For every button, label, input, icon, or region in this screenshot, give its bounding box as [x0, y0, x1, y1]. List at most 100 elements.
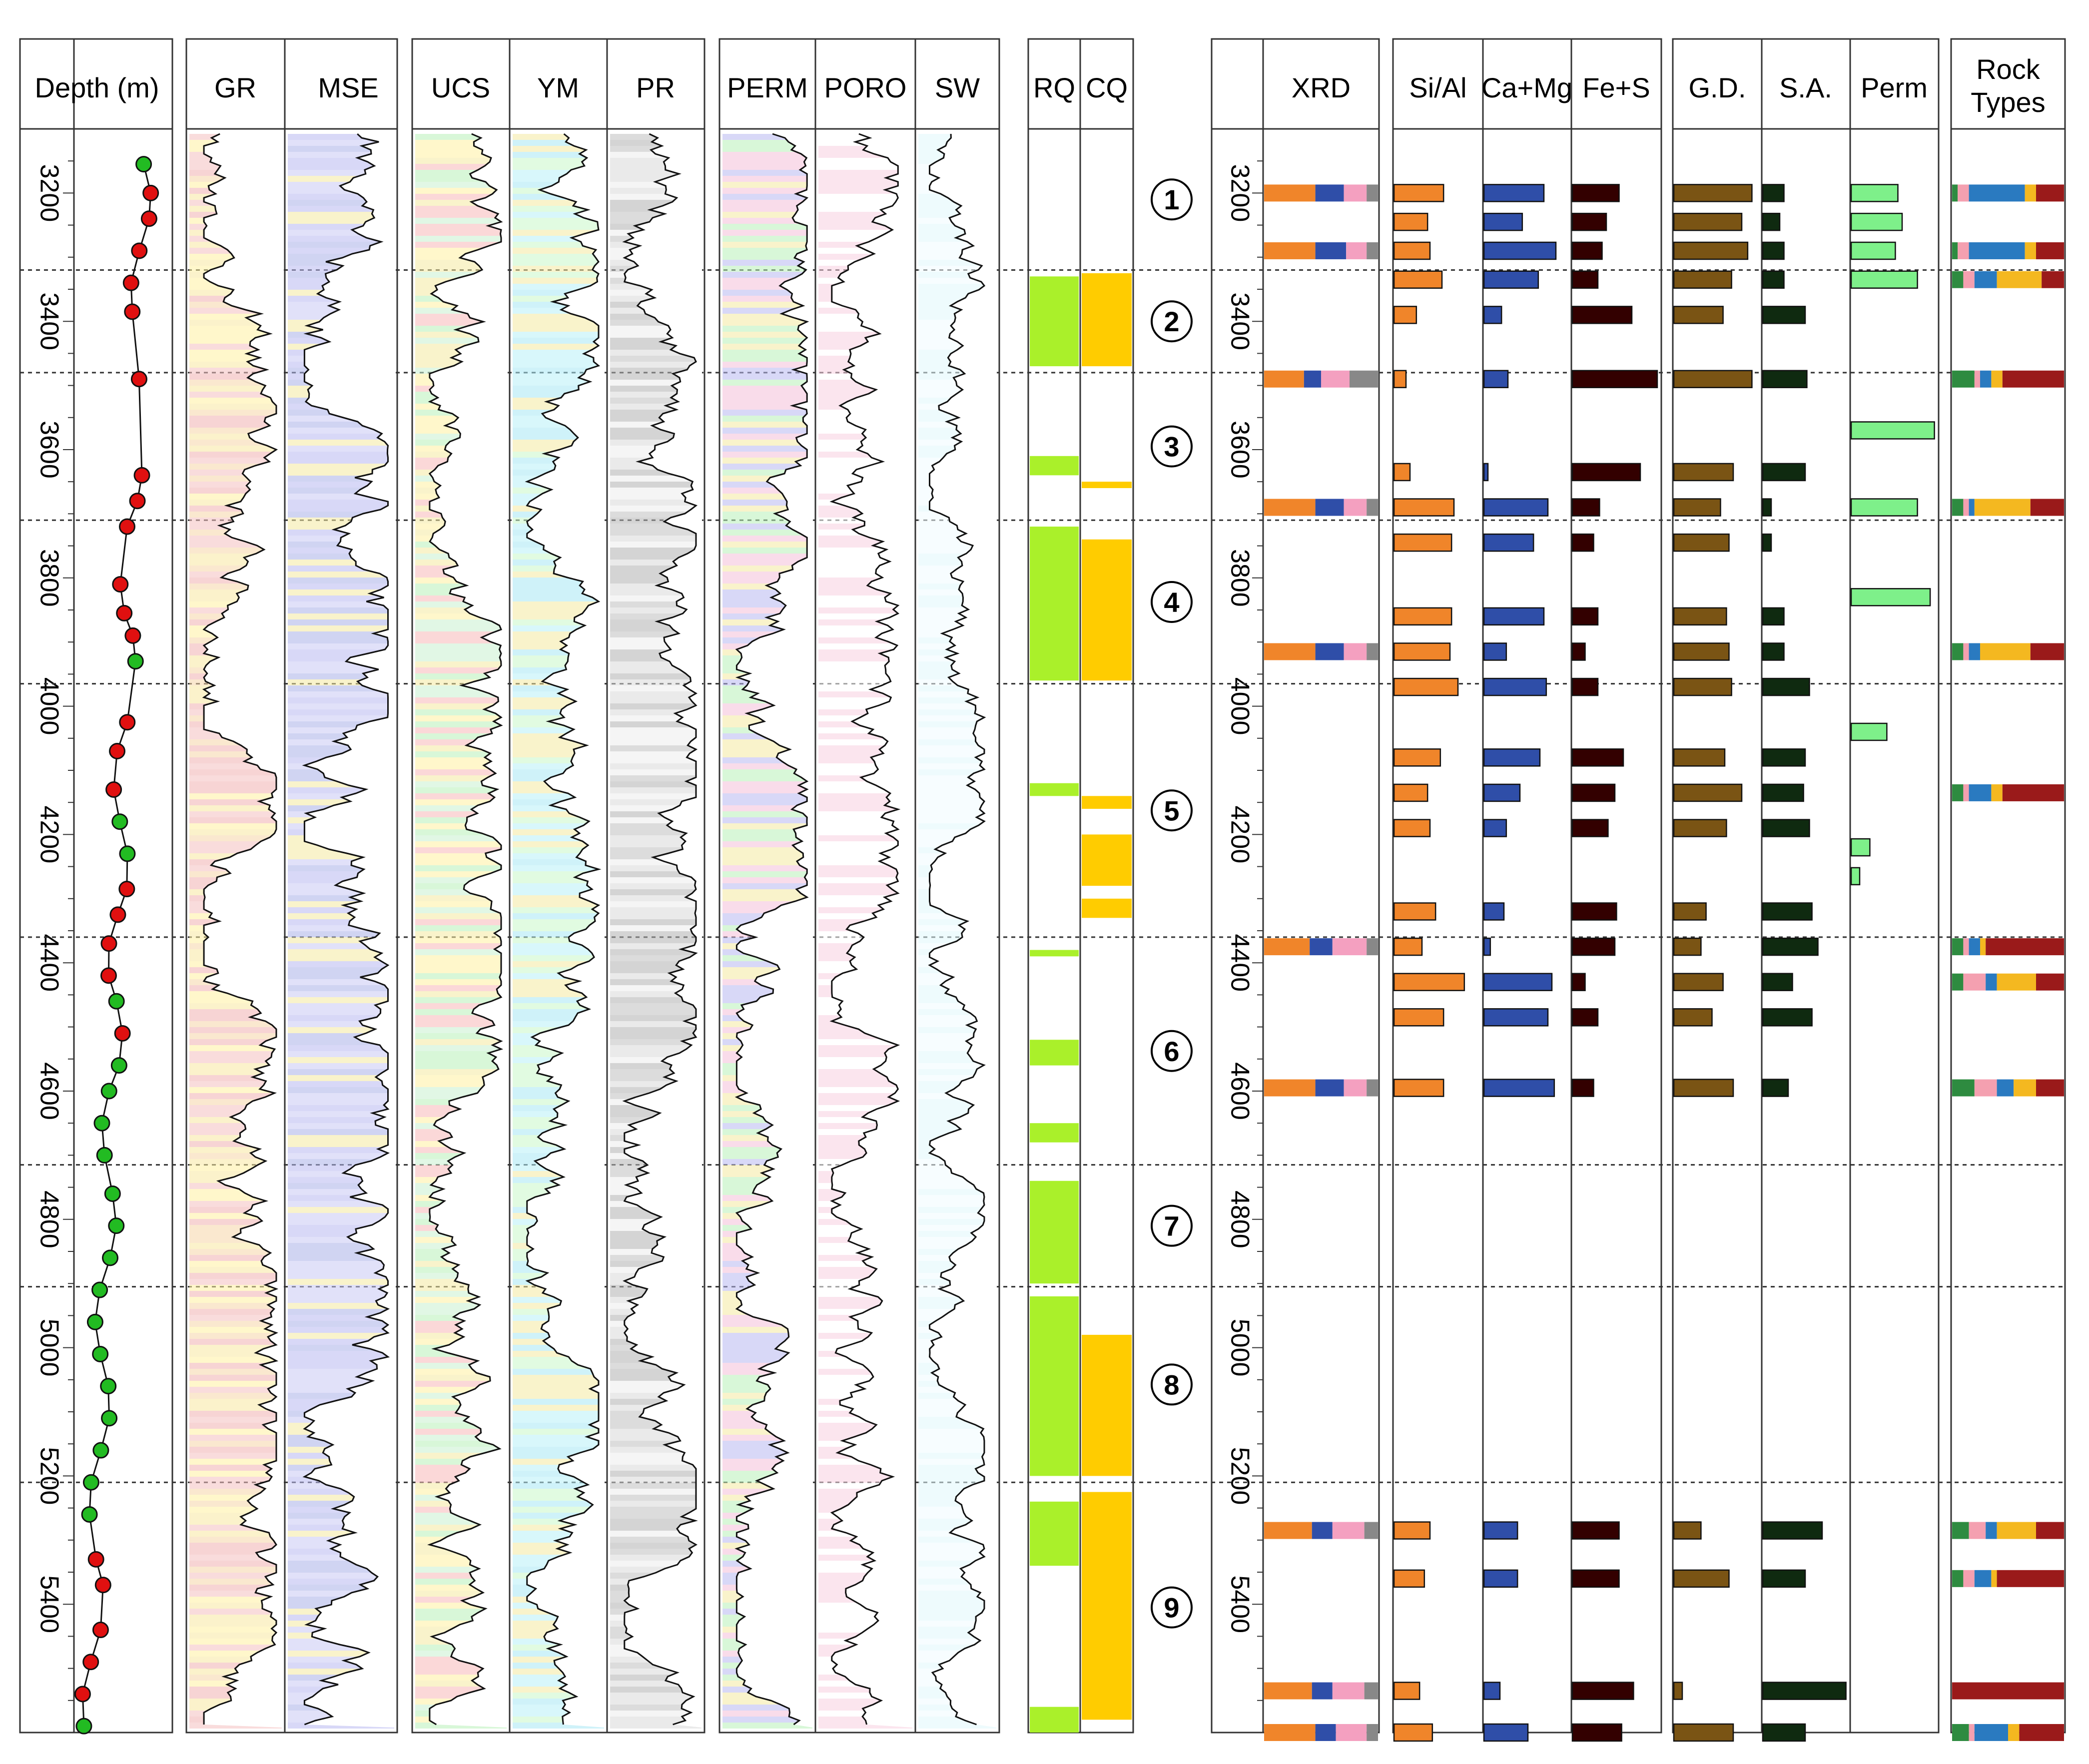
pr-band [610, 548, 701, 554]
cq-flag [1082, 273, 1132, 367]
perm-log-band [722, 248, 812, 254]
ucs-band [415, 242, 507, 248]
gd-bar [1673, 642, 1730, 661]
rock-type-bar-segment [2014, 1079, 2036, 1097]
si-al-bar [1393, 184, 1444, 202]
depth-sample-point [104, 1185, 121, 1202]
ca-mg-bar [1483, 498, 1549, 517]
ym-band [513, 607, 604, 613]
depth-sample-point [111, 813, 128, 830]
gr-band [189, 1333, 282, 1339]
ucs-band [415, 973, 507, 979]
zone-label-6: 6 [1164, 1036, 1179, 1067]
pr-band [610, 895, 701, 901]
gr-band [189, 1429, 282, 1435]
perm-log-band [722, 146, 812, 152]
perm-log-band [722, 458, 812, 464]
ca-mg-bar [1483, 642, 1507, 661]
gr-band [189, 1597, 282, 1603]
depth-sample-point [135, 156, 152, 173]
gr-band [189, 1249, 282, 1255]
rock-type-bar-segment [1952, 1724, 1969, 1741]
mse-band [288, 1219, 394, 1225]
rock-type-bar-segment [1974, 1570, 1992, 1587]
pr-band [610, 925, 701, 931]
depth-sample-point [124, 627, 141, 644]
pr-band [610, 1693, 701, 1699]
rock-type-bar-segment [1980, 370, 1992, 388]
ucs-band [415, 1051, 507, 1057]
ucs-band [415, 967, 507, 973]
poro-band [818, 170, 912, 176]
rock-type-bar-segment [1974, 1079, 1997, 1097]
depth-header: Depth (m) [35, 72, 159, 103]
fe-s-bar [1571, 1521, 1620, 1540]
ucs-mask [429, 134, 507, 1728]
zone-label-3: 3 [1164, 431, 1179, 463]
sa-bar [1762, 642, 1785, 661]
rq-flag [1030, 1707, 1079, 1733]
mse-band [288, 1291, 394, 1297]
xrd-bar-segment [1364, 1682, 1378, 1700]
fe-s-bar [1571, 463, 1641, 482]
depth-right-tick-label: 5200 [1225, 1447, 1254, 1505]
xrd-bar-segment [1264, 1079, 1316, 1097]
zone-marker-5 [1151, 789, 1193, 832]
depth-tick-label: 3400 [34, 292, 63, 350]
perm-log-band [722, 883, 812, 889]
rock-type-bar-segment [1952, 784, 1964, 801]
ucs-band [415, 1063, 507, 1069]
ucs-band [415, 961, 507, 967]
gr-band [189, 398, 282, 404]
depth-curve [81, 164, 152, 1727]
gr-band [189, 1261, 282, 1267]
xrd-bar-segment [1364, 1522, 1378, 1539]
pr-band [610, 1699, 701, 1705]
ucs-band [415, 955, 507, 961]
perm-log-band [722, 775, 812, 781]
ym-band [513, 1441, 604, 1447]
ucs-band [415, 667, 507, 673]
gd-bar [1673, 370, 1753, 389]
perm-log-band [722, 398, 812, 404]
rock-type-bar-segment [1974, 370, 1980, 388]
zone-label-4: 4 [1164, 587, 1179, 618]
gr-track [189, 133, 282, 1729]
rq-flag [1030, 950, 1079, 957]
ucs-band [415, 1045, 507, 1051]
mse-band [288, 1303, 394, 1309]
pr-band [610, 781, 701, 787]
fe-s-bar [1571, 370, 1658, 389]
depth-sample-point [100, 1378, 117, 1395]
pr-band [610, 1465, 701, 1471]
pr-band [610, 937, 701, 943]
perm-log-band [722, 781, 812, 787]
zone-label-9: 9 [1164, 1592, 1179, 1624]
ym-band [513, 859, 604, 865]
mse-band [288, 464, 394, 470]
depth-sample-point [118, 881, 135, 898]
pr-band [610, 1483, 701, 1489]
depth-tick-label: 4200 [34, 806, 63, 864]
depth-right-tick-label: 4600 [1225, 1062, 1254, 1120]
xrd-bar-segment [1310, 938, 1333, 956]
zone-marker-6 [1151, 1030, 1193, 1072]
mse-band [288, 607, 394, 613]
ucs-band [415, 709, 507, 715]
depth-sample-point [87, 1551, 104, 1568]
ucs-band [415, 188, 507, 194]
perm-log-band [722, 769, 812, 775]
depth-sample-point [124, 303, 141, 320]
fe-s-bar [1571, 642, 1586, 661]
depth-tick-label: 4800 [34, 1190, 63, 1248]
depth-sample-point [108, 1217, 125, 1234]
rock-type-bar-segment [1980, 938, 1986, 956]
sa-bar [1762, 819, 1810, 837]
perm-bar [1850, 867, 1861, 886]
ym-band [513, 272, 604, 278]
ucs-band [415, 182, 507, 188]
pr-band [610, 691, 701, 697]
mse-track [288, 133, 395, 1729]
ca-mg-bar [1483, 241, 1557, 260]
gr-band [189, 1561, 282, 1567]
